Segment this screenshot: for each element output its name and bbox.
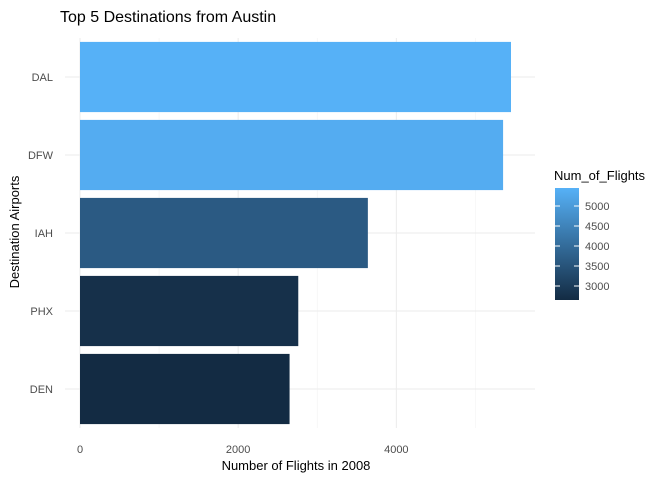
y-tick-label: DFW (28, 150, 54, 162)
y-axis-title: Destination Airports (7, 175, 22, 288)
y-tick-label: DEN (30, 384, 53, 396)
chart-title: Top 5 Destinations from Austin (60, 9, 276, 26)
y-tick-labels: DAL DFW IAH PHX DEN (28, 72, 54, 396)
y-tick-label: IAH (35, 228, 53, 240)
legend-title: Num_of_Flights (554, 168, 646, 183)
x-tick-label: 4000 (384, 444, 408, 456)
bars (80, 41, 511, 425)
x-tick-label: 2000 (226, 444, 250, 456)
legend-tick-label: 3500 (585, 261, 609, 273)
legend-tick-label: 4500 (585, 221, 609, 233)
legend-tick-label: 4000 (585, 241, 609, 253)
x-tick-label: 0 (77, 444, 83, 456)
legend-ticks: 3000 3500 4000 4500 5000 (555, 201, 609, 293)
bar-den (80, 353, 290, 425)
bar-dfw (80, 119, 504, 191)
legend-color-bar (555, 188, 579, 300)
legend-tick-label: 5000 (585, 201, 609, 213)
bar-phx (80, 275, 299, 347)
color-legend: Num_of_Flights 3000 3500 4000 4500 5000 (554, 168, 646, 300)
y-tick-label: PHX (30, 306, 53, 318)
bar-iah (80, 197, 368, 269)
y-tick-label: DAL (32, 72, 53, 84)
bar-dal (80, 41, 511, 113)
legend-tick-label: 3000 (585, 281, 609, 293)
x-axis-title: Number of Flights in 2008 (222, 458, 371, 473)
x-tick-labels: 0 2000 4000 (77, 444, 409, 456)
